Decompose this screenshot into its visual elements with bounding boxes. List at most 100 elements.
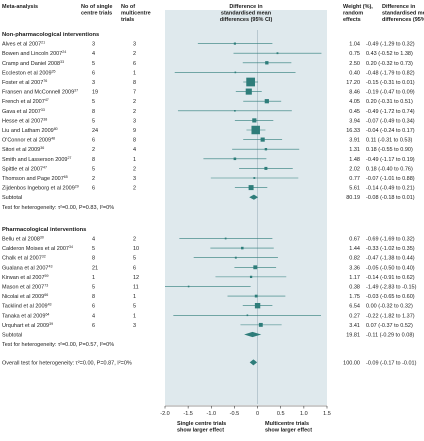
subtotal-diamond [249, 194, 259, 200]
study-row: Sitori et al 200936 2 4 1.31 0.18 (-0.55 to … [2, 146, 413, 153]
study-row: Chalk et al 200732 8 5 0.82 -0.47 (-1.38 to … [2, 255, 415, 262]
study-ref: 36 [40, 146, 44, 150]
effect-marker [241, 246, 244, 250]
study-name: Tacklind et al 2009 [2, 304, 48, 310]
study-ref: 29 [75, 185, 79, 189]
study-ref: 80 [54, 127, 58, 131]
column-headers: Meta-analysis No of single centre trialsNo… [2, 4, 424, 23]
xlabel-right-line: show larger effect [265, 428, 312, 434]
study-label: Liu and Latham 200980 [2, 127, 58, 134]
study-label: Alves et al 200721 [2, 41, 45, 48]
effect-marker [234, 256, 237, 259]
study-row: Hesse et al 200738 5 3 3.94 -0.07 (-0.49 to … [2, 117, 415, 124]
header-difference-ci-line: differences (95% CI) [382, 17, 424, 23]
header-single-centre-line: centre trials [81, 11, 112, 17]
weight-value: 8.46 [349, 90, 360, 96]
weight-value: 1.75 [349, 294, 360, 300]
effect-marker [234, 110, 236, 112]
study-label: Gualana et al 200743 [2, 264, 52, 271]
multicentre-count: 6 [133, 61, 136, 67]
x-tick-label: -1.0 [207, 411, 216, 417]
ci-value: 0.18 (-0.55 to 0.90) [366, 147, 413, 153]
multicentre-count: 9 [133, 128, 136, 134]
weight-value: 6.54 [349, 304, 360, 310]
header-meta-analysis-line: Meta-analysis [2, 4, 38, 10]
study-name: Gualana et al 2007 [2, 265, 48, 271]
study-ref: 47 [43, 165, 47, 169]
study-name: Foster et al 2007 [2, 80, 43, 86]
single-centre-count: 4 [92, 313, 95, 319]
study-row: Thomson and Page 200765 2 3 0.77 -0.07 (-1.0… [2, 175, 415, 182]
study-row: Spittle et al 200747 5 2 2.02 0.18 (-0.40 to… [2, 165, 413, 172]
header-difference-line: Difference in [229, 4, 263, 10]
study-row: Zijdenbos Ingeborg et al 200929 6 2 5.61 -0.… [2, 185, 415, 192]
multicentre-count: 3 [133, 323, 136, 329]
effect-marker [249, 275, 253, 279]
effect-marker [254, 294, 258, 298]
study-ref: 35 [52, 69, 56, 73]
study-ref: 59 [45, 274, 49, 278]
effect-marker [252, 118, 257, 123]
weight-value: 0.27 [349, 313, 360, 319]
study-ref: 64 [45, 312, 49, 316]
single-centre-count: 6 [92, 304, 95, 310]
single-centre-count: 21 [92, 265, 98, 271]
study-label: Mason et al 200773 [2, 283, 48, 290]
study-name: Bellu et al 2008 [2, 236, 40, 242]
x-tick-label: -2.0 [160, 411, 169, 417]
study-row: Calderon Moises et al 200734 5 10 1.44 -0.33… [2, 245, 415, 252]
study-label: Bowen and Lincoln 200724 [2, 50, 66, 57]
study-name: Chalk et al 2007 [2, 256, 42, 262]
multicentre-count: 3 [133, 176, 136, 182]
effect-marker [254, 302, 261, 309]
ci-value: -0.69 (-1.69 to 0.32) [366, 236, 415, 242]
study-name: French et al 2007 [2, 99, 45, 105]
effect-marker [253, 177, 256, 179]
subtotal-ci: -0.11 (-0.29 to 0.08) [366, 332, 414, 338]
xlabel-right: Multicentre trials show larger effect [265, 421, 312, 434]
study-row: Eccleston et al 200935 6 1 0.40 -0.48 (-1.79… [2, 69, 415, 76]
effect-marker [251, 125, 260, 135]
study-label: Tacklind et al 200943 [2, 303, 52, 310]
ci-value: -0.49 (-1.17 to 0.19) [366, 157, 415, 163]
study-label: Zijdenbos Ingeborg et al 200929 [2, 185, 79, 192]
weight-value: 1.17 [349, 275, 360, 281]
effect-marker [245, 88, 252, 95]
effect-marker [258, 322, 263, 327]
xlabel-left: Single centre trials show larger effect [177, 421, 226, 434]
effect-marker [234, 71, 237, 74]
header-multicentre-line: trials [121, 17, 134, 23]
study-row: Urquhart et al 200939 6 3 3.41 0.07 (-0.37 t… [2, 322, 413, 329]
study-row: Tacklind et al 200943 6 5 6.54 0.00 (-0.32 t… [2, 303, 413, 310]
study-row: French et al 200747 5 2 4.05 0.20 (-0.31 to … [2, 98, 413, 105]
study-row: Bellu et al 200830 4 2 0.67 -0.69 (-1.69 to … [2, 235, 415, 242]
study-ref: 76 [43, 79, 47, 83]
single-centre-count: 5 [92, 284, 95, 290]
study-name: Liu and Latham 2009 [2, 128, 54, 134]
multicentre-count: 2 [133, 51, 136, 57]
multicentre-count: 11 [133, 284, 139, 290]
x-tick-label: 1.5 [323, 411, 331, 417]
study-name: Calderon Moises et al 2007 [2, 246, 69, 252]
study-name: Fransen and McConnell 2009 [2, 90, 74, 96]
study-label: Thomson and Page 200765 [2, 175, 68, 182]
effect-marker [264, 99, 269, 104]
header-difference-ci-line: Difference in [382, 4, 416, 10]
weight-value: 17.20 [346, 80, 360, 86]
weight-value: 2.50 [349, 61, 360, 67]
plot-background-band [165, 10, 327, 405]
header-weight-line: random [343, 11, 363, 17]
effect-marker [253, 265, 258, 270]
study-ref: 43 [48, 264, 52, 268]
study-row: Liu and Latham 200980 24 9 16.33 -0.04 (-0.2… [2, 125, 415, 135]
study-name: Urquhart et al 2009 [2, 323, 49, 329]
overall-ci: -0.09 (-0.17 to -0.01) [366, 360, 417, 366]
multicentre-count: 5 [133, 256, 136, 262]
x-axis: -2.0 -1.5 -1.0 -0.5 0 0.5 1.0 1.5 Single centre … [160, 405, 331, 434]
ci-value: 0.11 (-0.31 to 0.53) [366, 138, 413, 144]
study-ref: 32 [42, 255, 46, 259]
single-centre-count: 5 [92, 118, 95, 124]
single-centre-count: 2 [92, 147, 95, 153]
single-centre-count: 19 [92, 90, 98, 96]
ci-value: 0.20 (-0.32 to 0.73) [366, 61, 413, 67]
